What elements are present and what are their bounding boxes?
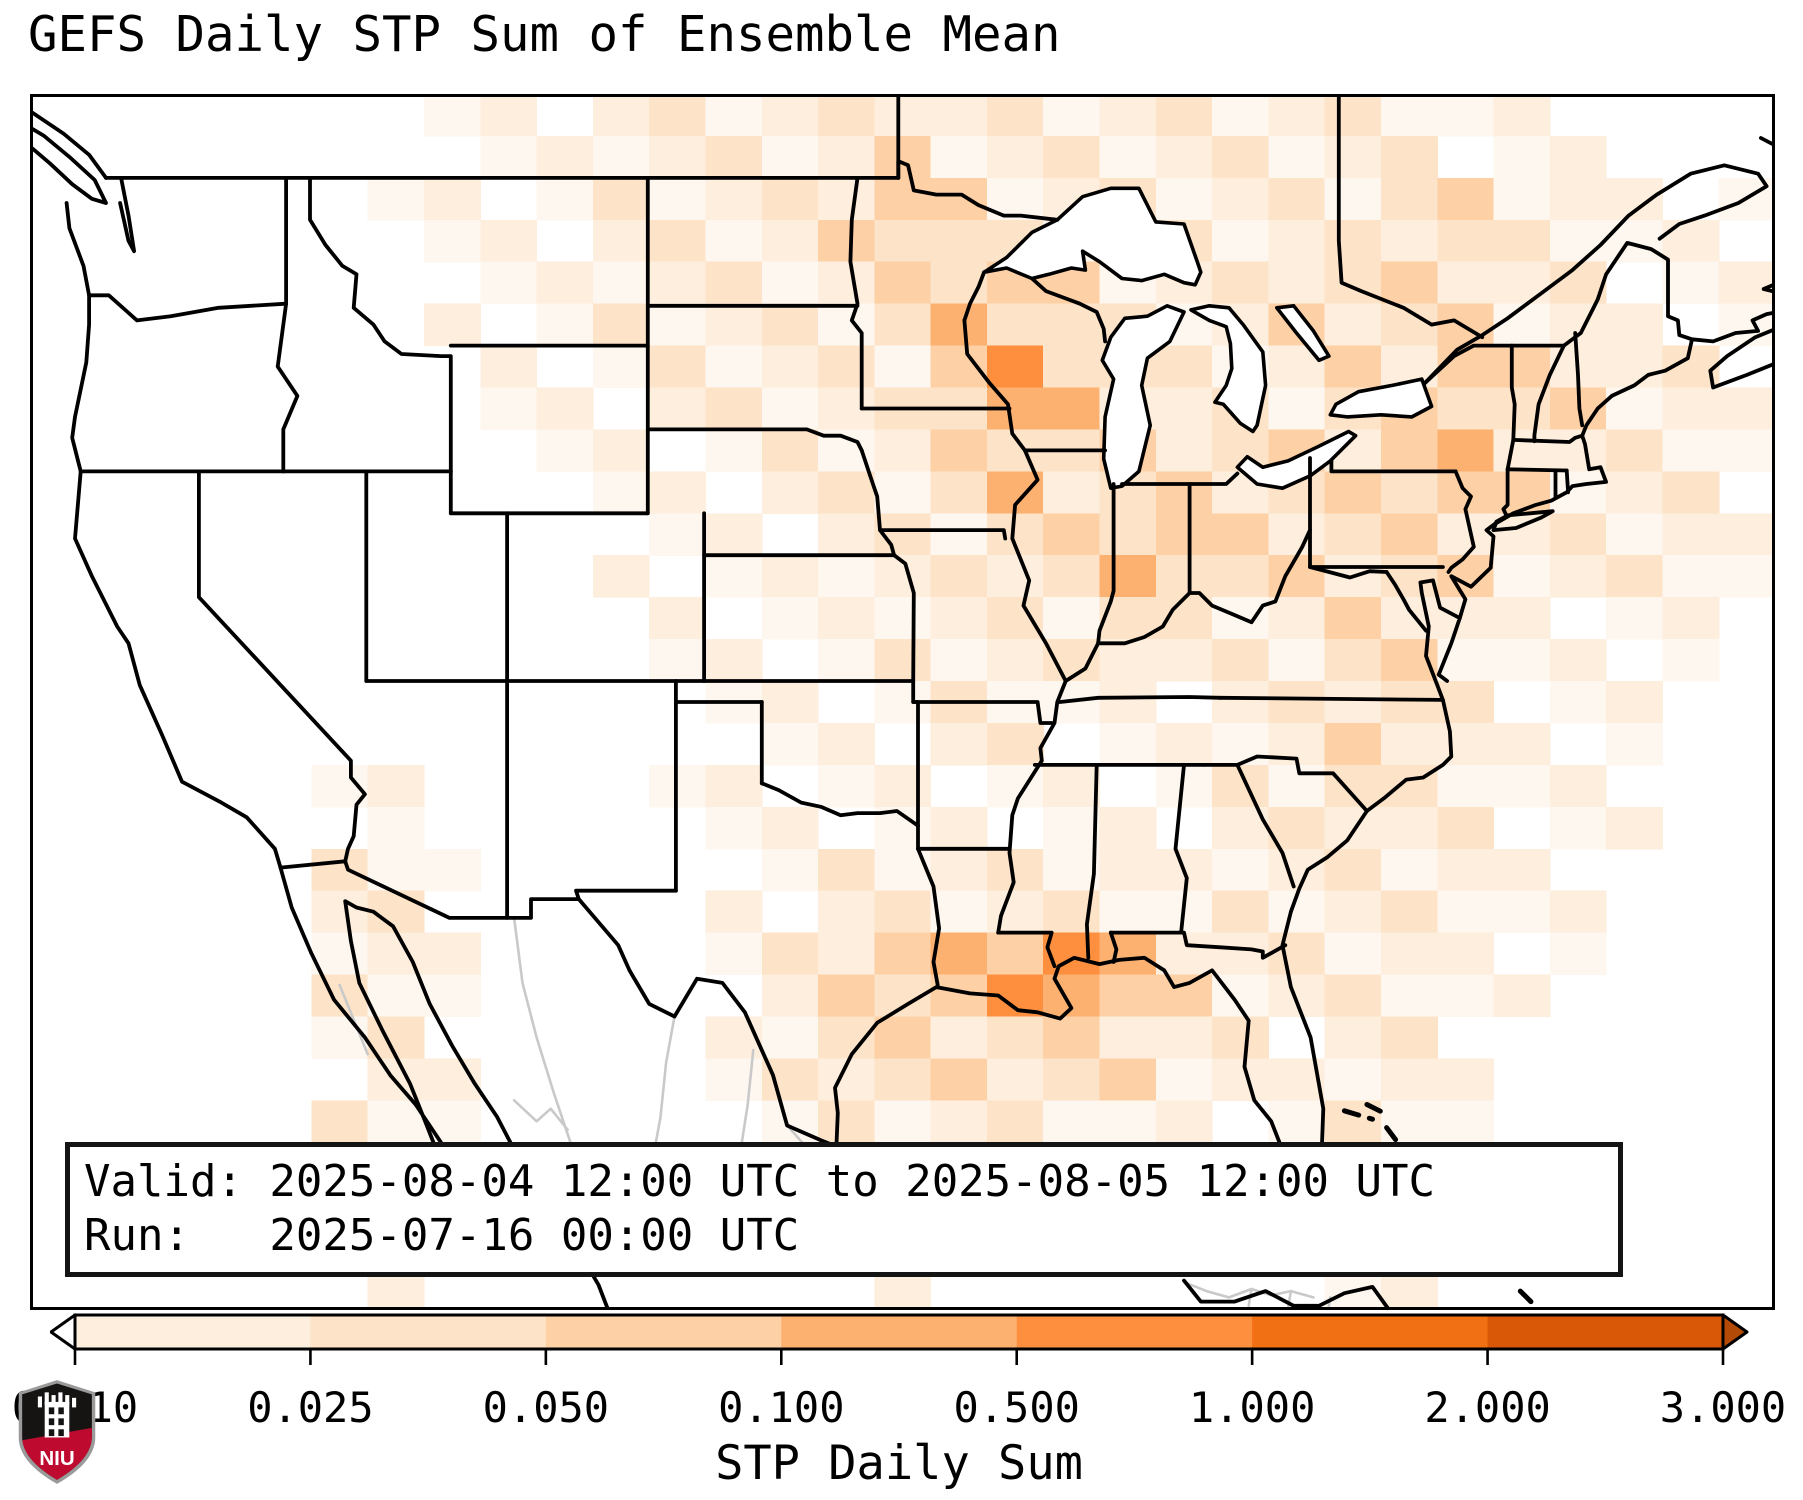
colorbar-tick-label: 2.000 <box>1424 1383 1551 1432</box>
borders-coastlines-layer <box>30 94 1775 1310</box>
colorbar-left-arrow <box>50 1313 77 1351</box>
run-time-text: Run: 2025-07-16 00:00 UTC <box>84 1209 800 1261</box>
colorbar-tick-label: 0.050 <box>482 1383 610 1432</box>
castle-icon <box>37 1392 77 1438</box>
valid-run-info-box: Valid: 2025-08-04 12:00 UTC to 2025-08-0… <box>65 1142 1623 1278</box>
colorbar-segment <box>310 1315 547 1349</box>
colorbar-segment <box>545 1315 782 1349</box>
niu-logo-text: NIU <box>39 1447 74 1470</box>
colorbar <box>50 1313 1749 1365</box>
colorbar-segment <box>781 1315 1018 1349</box>
niu-shield-red <box>22 1427 92 1480</box>
colorbar-right-arrow <box>1721 1313 1749 1351</box>
colorbar-segment <box>1487 1315 1724 1349</box>
stp-heatmap-layer <box>311 94 1775 1310</box>
colorbar-outline <box>73 1313 1725 1351</box>
colorbar-tick-label: 3.000 <box>1659 1383 1787 1432</box>
colorbar-tick-label: 0.025 <box>247 1383 374 1432</box>
colorbar-segment <box>1252 1315 1489 1349</box>
colorbar-segment <box>1016 1315 1253 1349</box>
colorbar-segment <box>75 1315 311 1349</box>
colorbar-tick-label: 0.500 <box>953 1383 1080 1432</box>
colorbar-tick-label: 1.000 <box>1188 1383 1316 1432</box>
conus-map <box>30 94 1775 1310</box>
map-area: Valid: 2025-08-04 12:00 UTC to 2025-08-0… <box>30 94 1775 1310</box>
colorbar-tick-label: 0.100 <box>718 1383 845 1432</box>
figure-title: GEFS Daily STP Sum of Ensemble Mean <box>28 6 1061 63</box>
colorbar-axis-label: STP Daily Sum <box>715 1436 1083 1491</box>
valid-time-text: Valid: 2025-08-04 12:00 UTC to 2025-08-0… <box>84 1156 1436 1207</box>
great-lakes-layer <box>982 186 1434 491</box>
niu-logo: NIU <box>18 1380 96 1484</box>
map-frame <box>30 94 1775 1310</box>
